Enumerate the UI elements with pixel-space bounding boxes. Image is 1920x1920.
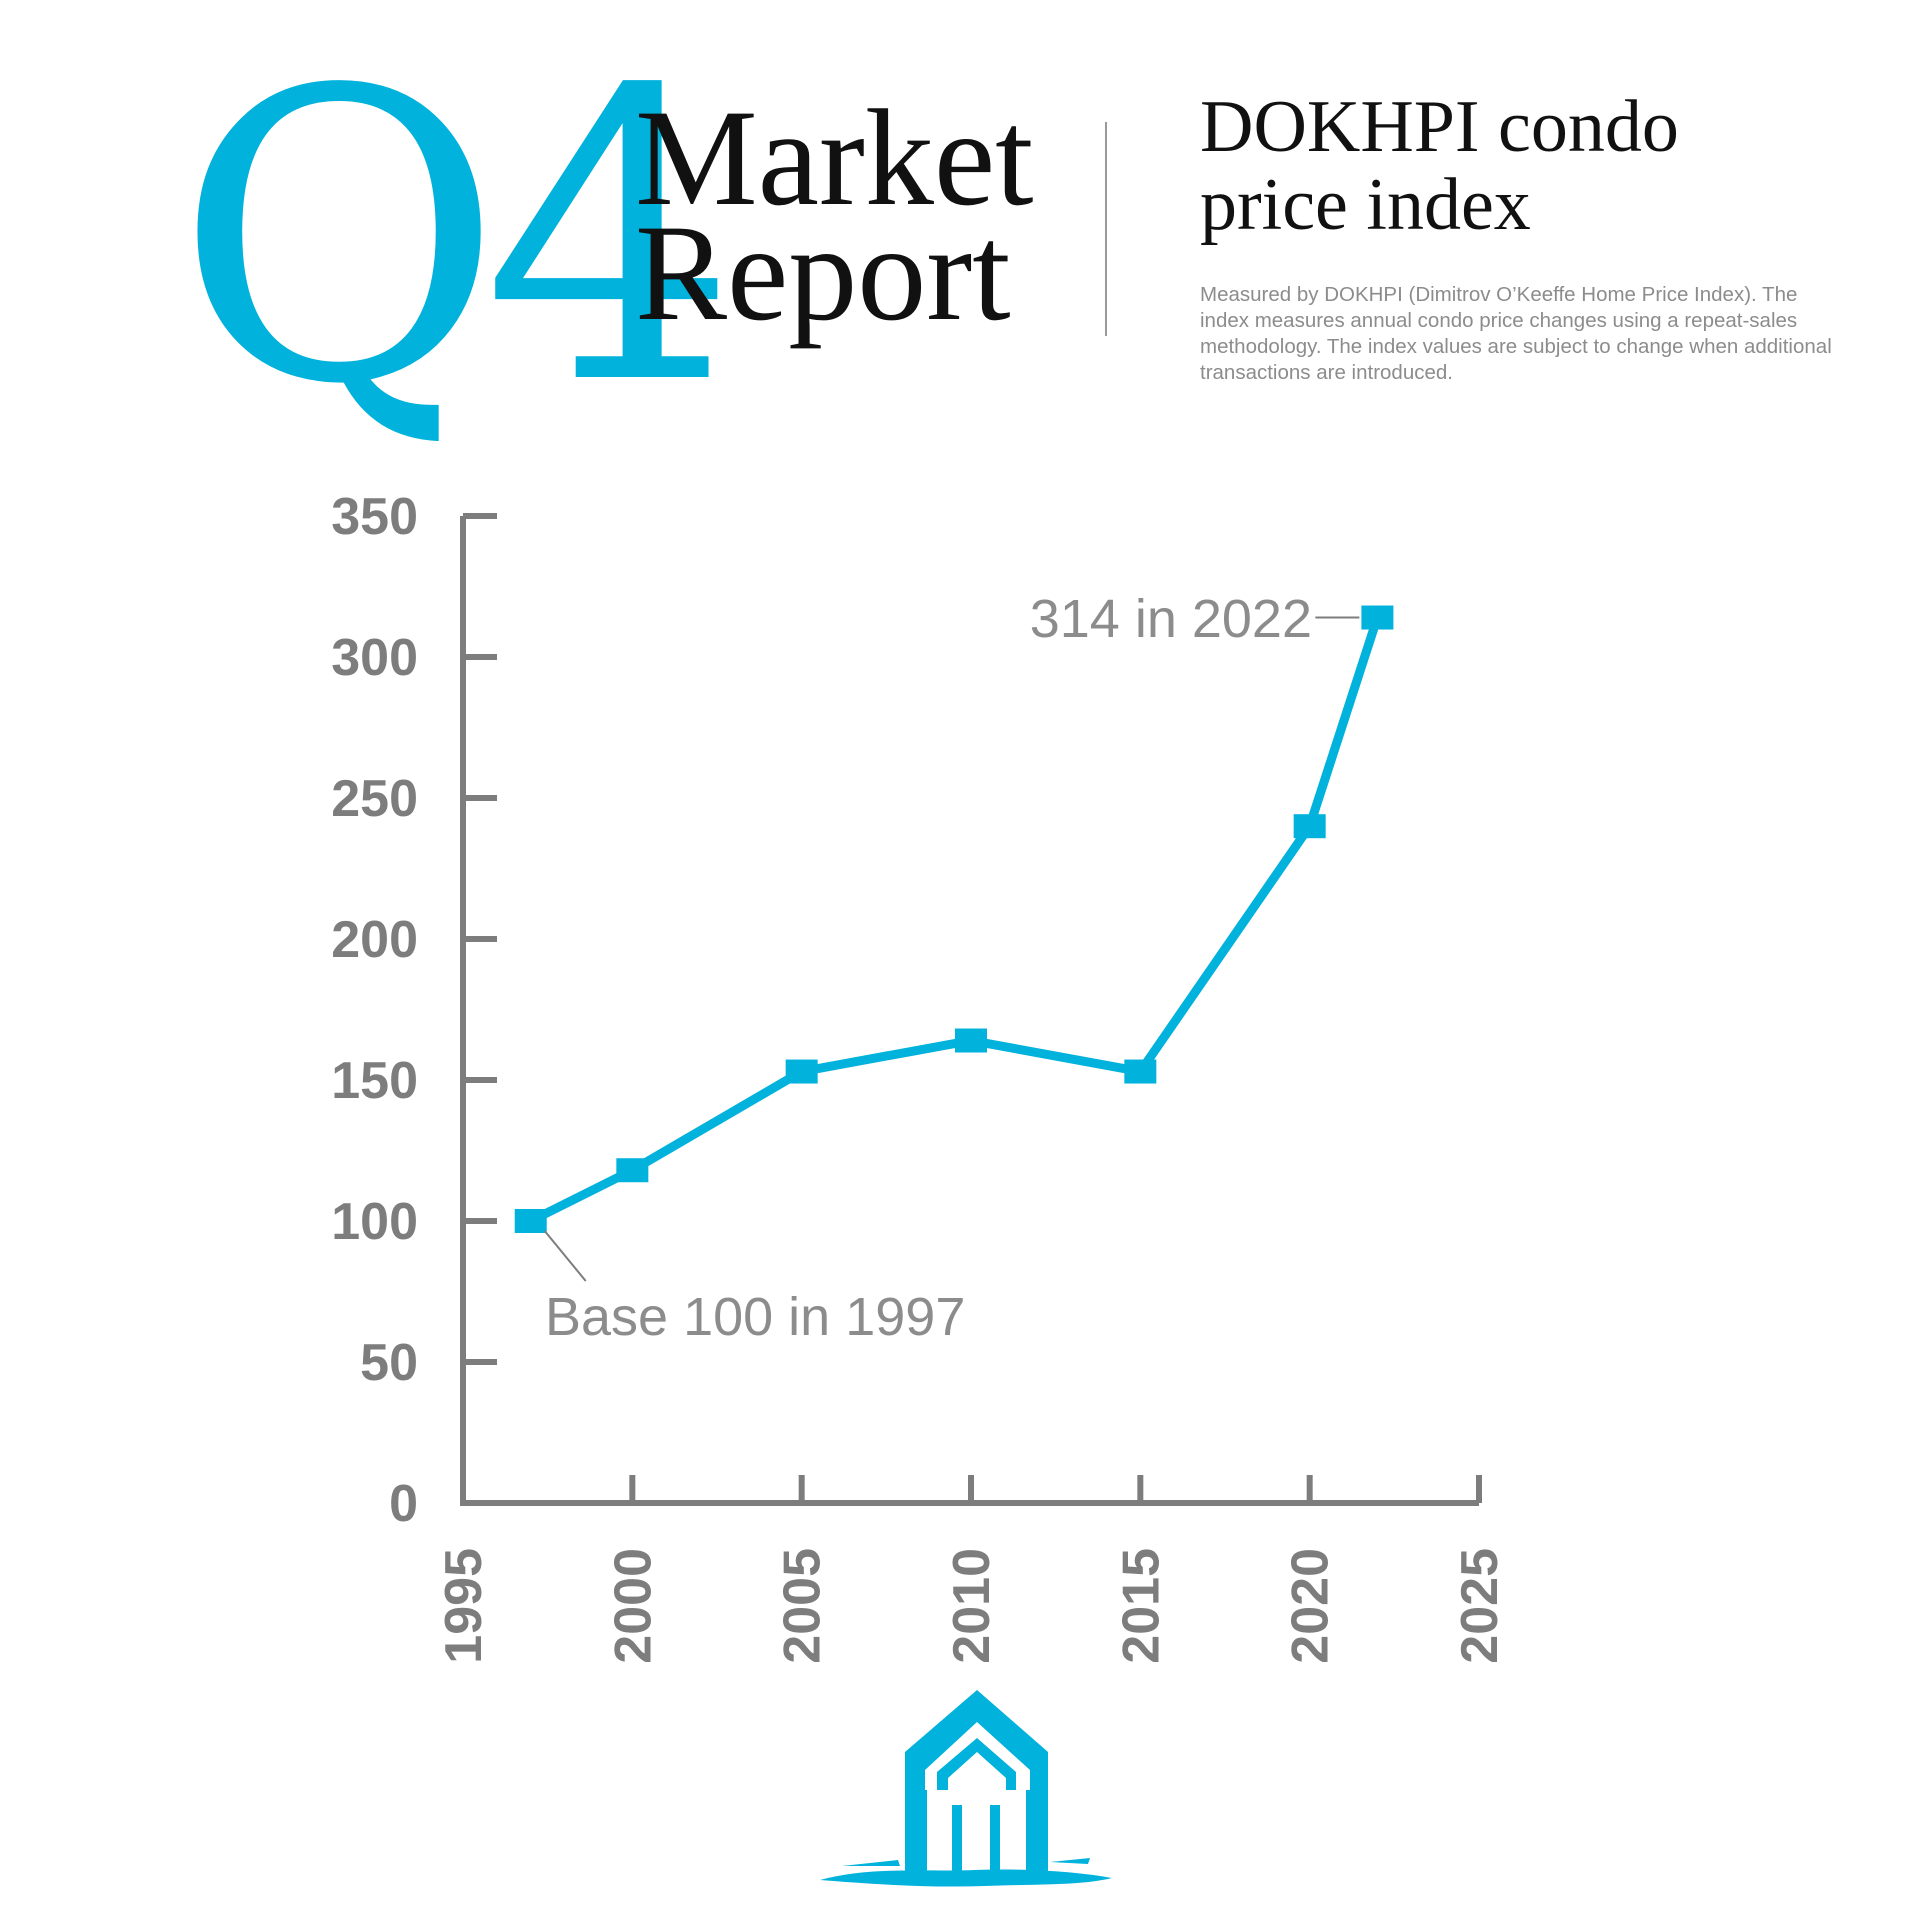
y-tick-label: 0	[389, 1475, 418, 1533]
index-description: Measured by DOKHPI (Dimitrov O’Keeffe Ho…	[1200, 283, 1832, 384]
y-tick-label: 350	[331, 488, 418, 546]
annotation-leader-base	[543, 1230, 587, 1282]
y-tick-label: 200	[331, 911, 418, 969]
report-title: Market Report	[635, 81, 1034, 349]
data-point-marker	[785, 1059, 818, 1084]
report-title-line1: Market	[635, 81, 1034, 234]
x-tick-label: 2015	[1112, 1548, 1170, 1664]
x-tick-label: 2005	[774, 1548, 832, 1664]
index-title: DOKHPI condo price index	[1200, 88, 1679, 244]
y-tick-label: 50	[360, 1334, 418, 1392]
data-point-marker	[514, 1209, 547, 1233]
x-tick-label: 2000	[604, 1548, 662, 1664]
index-title-line2: price index	[1200, 164, 1531, 246]
x-tick-label: 2010	[943, 1548, 1001, 1664]
quarter-heading: Q4	[175, 40, 737, 440]
chart-series	[514, 605, 1394, 1233]
report-title-line2: Report	[635, 196, 1011, 349]
y-tick-label: 300	[331, 629, 418, 687]
index-title-line1: DOKHPI condo	[1200, 86, 1679, 168]
header-divider	[1105, 122, 1107, 336]
data-point-marker	[1293, 814, 1326, 839]
chart-annotations: Base 100 in 1997 314 in 2022	[543, 589, 1360, 1347]
annotation-base-label: Base 100 in 1997	[545, 1287, 965, 1347]
data-point-marker	[1124, 1059, 1157, 1084]
x-tick-label: 2020	[1282, 1548, 1340, 1664]
annotation-peak-label: 314 in 2022	[1030, 589, 1312, 649]
chart-axes: 0 50 100 150 200 250 300 350 1995 2000 2005 2010 201…	[331, 488, 1509, 1664]
y-tick-label: 150	[331, 1052, 418, 1110]
logo-house	[820, 1690, 1112, 1887]
x-tick-label: 1995	[435, 1548, 493, 1664]
data-point-marker	[955, 1028, 987, 1053]
x-tick-label: 2025	[1451, 1548, 1509, 1664]
y-tick-label: 100	[331, 1193, 418, 1251]
y-tick-label: 250	[331, 770, 418, 828]
data-point-marker	[1361, 605, 1394, 630]
quarter-label: Q4	[175, 7, 737, 472]
data-point-marker	[616, 1158, 649, 1183]
